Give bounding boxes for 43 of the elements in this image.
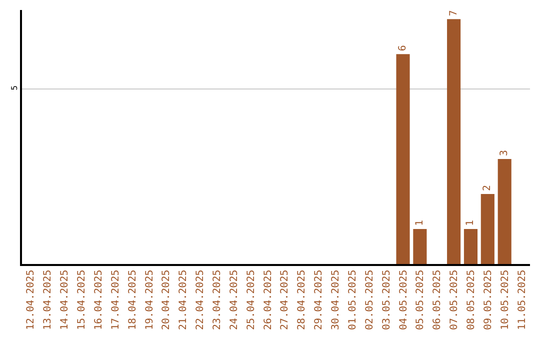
x-tick-label: 02.05.2025 bbox=[364, 270, 376, 330]
x-tick-label: 11.05.2025 bbox=[516, 270, 528, 330]
x-tick-label: 08.05.2025 bbox=[466, 270, 477, 330]
y-tick-label: 5 bbox=[10, 85, 20, 90]
data-label: 3 bbox=[499, 150, 510, 156]
x-tick-label: 17.04.2025 bbox=[110, 270, 122, 330]
x-tick-label: 29.04.2025 bbox=[314, 270, 325, 330]
x-tick-label: 25.04.2025 bbox=[246, 270, 257, 330]
data-label: 6 bbox=[398, 45, 408, 52]
x-tick-label: 12.04.2025 bbox=[26, 270, 37, 330]
x-tick-label: 23.04.2025 bbox=[212, 270, 223, 330]
x-tick-label: 18.04.2025 bbox=[127, 270, 138, 330]
data-label: 1 bbox=[414, 220, 426, 226]
x-tick-label: 30.04.2025 bbox=[330, 270, 342, 330]
x-tick-label: 14.04.2025 bbox=[60, 270, 71, 330]
bar bbox=[480, 194, 494, 264]
bar bbox=[396, 54, 410, 264]
bar bbox=[498, 159, 512, 264]
data-label: 1 bbox=[465, 220, 476, 226]
x-tick-label: 05.05.2025 bbox=[415, 270, 426, 330]
bar bbox=[447, 19, 461, 264]
x-tick-label: 26.04.2025 bbox=[262, 270, 274, 330]
x-tick-label: 10.05.2025 bbox=[500, 270, 511, 330]
x-tick-label: 24.04.2025 bbox=[228, 270, 240, 330]
x-tick-label: 03.05.2025 bbox=[381, 270, 392, 330]
x-tick-label: 27.04.2025 bbox=[280, 270, 291, 330]
x-tick-label: 07.05.2025 bbox=[449, 270, 460, 330]
x-tick-label: 22.04.2025 bbox=[195, 270, 206, 330]
bar bbox=[464, 229, 478, 264]
data-label: 7 bbox=[448, 10, 460, 16]
x-tick-label: 19.04.2025 bbox=[144, 270, 156, 330]
x-tick-label: 01.05.2025 bbox=[347, 270, 358, 330]
x-tick-label: 13.04.2025 bbox=[42, 270, 54, 330]
bar bbox=[413, 229, 427, 264]
x-tick-label: 16.04.2025 bbox=[93, 270, 104, 330]
x-tick-label: 06.05.2025 bbox=[432, 270, 444, 330]
x-tick-label: 21.04.2025 bbox=[178, 270, 190, 330]
x-tick-label: 15.04.2025 bbox=[76, 270, 88, 330]
x-tick-label: 20.04.2025 bbox=[161, 270, 172, 330]
data-label: 2 bbox=[482, 185, 494, 192]
x-tick-label: 28.04.2025 bbox=[296, 270, 308, 330]
x-tick-label: 04.05.2025 bbox=[398, 270, 410, 330]
x-tick-label: 09.05.2025 bbox=[482, 270, 494, 330]
